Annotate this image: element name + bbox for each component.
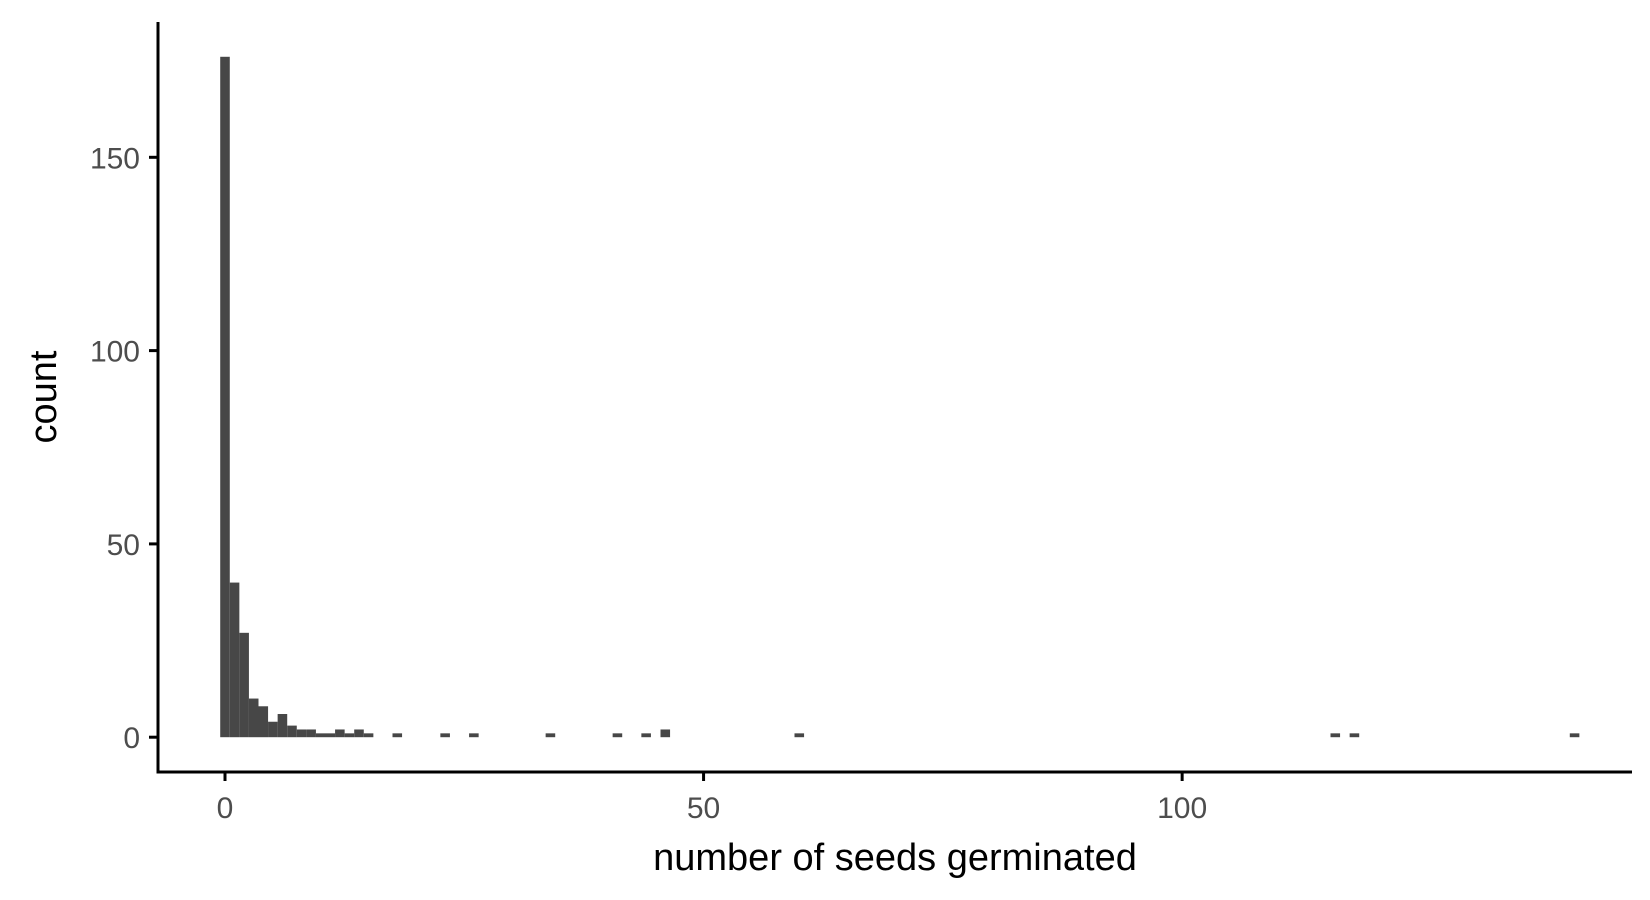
- histogram-bar: [315, 733, 326, 738]
- histogram-bar: [344, 733, 355, 738]
- histogram-bar: [392, 733, 403, 738]
- histogram-bar: [469, 733, 479, 738]
- y-tick-label: 150: [90, 142, 140, 175]
- x-tick-label: 50: [687, 792, 720, 825]
- histogram-bar: [229, 582, 240, 738]
- histogram-bar: [363, 733, 374, 738]
- histogram-bar: [277, 714, 288, 738]
- histogram-bar: [440, 733, 450, 738]
- histogram-bar: [325, 733, 336, 738]
- x-axis-title: number of seeds germinated: [653, 837, 1137, 879]
- histogram-bar: [239, 632, 249, 738]
- y-tick-label: 100: [90, 336, 140, 369]
- x-tick-label: 0: [217, 792, 234, 825]
- histogram-bar: [1330, 733, 1341, 738]
- histogram-bar: [545, 733, 556, 738]
- x-axis-ticks: 0 50 100: [217, 772, 1207, 825]
- y-axis-title: count: [23, 350, 65, 443]
- histogram-bar: [268, 721, 278, 738]
- y-tick-label: 50: [107, 529, 140, 562]
- histogram-bar: [612, 733, 623, 738]
- histogram-bar: [794, 733, 805, 738]
- x-tick-label: 100: [1157, 792, 1207, 825]
- histogram-bar: [660, 729, 671, 738]
- histogram-bar: [220, 56, 230, 738]
- histogram-bar: [1569, 733, 1580, 738]
- histogram-bar: [335, 729, 345, 738]
- histogram-bar: [258, 706, 269, 738]
- y-axis-ticks: 0 50 100 150: [90, 142, 158, 755]
- histogram-bar: [1349, 733, 1360, 738]
- histogram-bars: [220, 56, 1580, 738]
- histogram-bar: [248, 698, 259, 738]
- histogram-bar: [287, 725, 297, 738]
- histogram-bar: [641, 733, 651, 738]
- histogram-bar: [296, 729, 307, 738]
- histogram-bar: [306, 729, 316, 738]
- histogram-bar: [354, 729, 364, 738]
- y-tick-label: 0: [123, 722, 140, 755]
